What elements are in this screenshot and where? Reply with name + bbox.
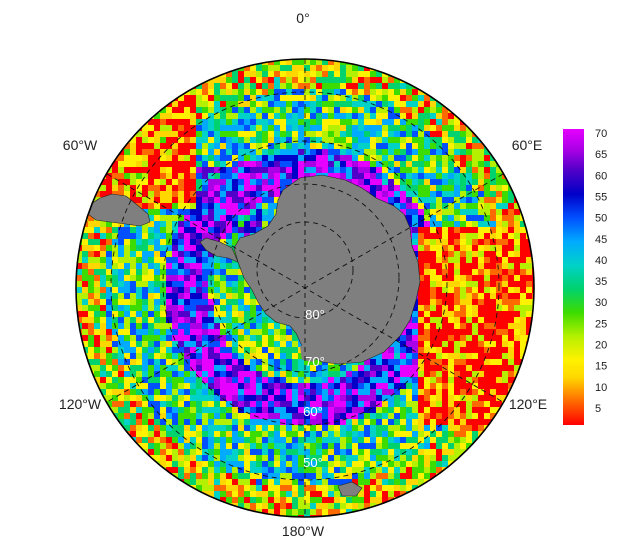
lon-label-180w: 180°W — [282, 523, 325, 539]
colorbar-tick-labels: 70 65 60 55 50 45 40 35 30 25 20 15 10 5 — [595, 128, 607, 415]
colorbar-tick-70: 70 — [595, 128, 607, 140]
lat-label-80: 80° — [305, 307, 325, 322]
lat-label-60: 60° — [303, 404, 323, 419]
south-america-landmass — [87, 193, 151, 227]
lat-label-50: 50° — [303, 455, 323, 470]
colorbar-tick-50: 50 — [595, 213, 607, 225]
lon-label-60w: 60°W — [63, 137, 98, 153]
antarctica-landmass — [233, 174, 421, 365]
meridian-60e-120w — [106, 173, 504, 403]
lon-label-120e: 120°E — [509, 396, 547, 412]
colorbar-tick-60: 60 — [595, 170, 607, 182]
graticule — [106, 59, 504, 517]
colorbar-tick-55: 55 — [595, 191, 607, 203]
colorbar-tick-5: 5 — [595, 403, 601, 415]
colorbar-tick-65: 65 — [595, 149, 607, 161]
antarctic-peninsula — [199, 237, 239, 263]
colorbar-tick-35: 35 — [595, 276, 607, 288]
colorbar-tick-10: 10 — [595, 382, 607, 394]
lat-circle-70 — [210, 183, 400, 373]
colorbar-tick-20: 20 — [595, 340, 607, 352]
colorbar-tick-15: 15 — [595, 361, 607, 373]
lon-label-0: 0° — [296, 10, 309, 26]
colorbar-ramp — [563, 129, 584, 425]
map-boundary — [75, 58, 535, 518]
lat-circle-50 — [110, 91, 500, 481]
colorbar-tick-30: 30 — [595, 297, 607, 309]
land-layer — [87, 174, 421, 497]
colorbar-tick-45: 45 — [595, 234, 607, 246]
new-zealand-landmass — [337, 481, 363, 497]
lon-label-60e: 60°E — [512, 137, 543, 153]
colorbar-tick-25: 25 — [595, 318, 607, 330]
lat-label-70: 70° — [305, 354, 325, 369]
lon-label-120w: 120°W — [59, 396, 102, 412]
colorbar: 70 65 60 55 50 45 40 35 30 25 20 15 10 5 — [563, 128, 607, 425]
colorbar-tick-40: 40 — [595, 255, 607, 267]
